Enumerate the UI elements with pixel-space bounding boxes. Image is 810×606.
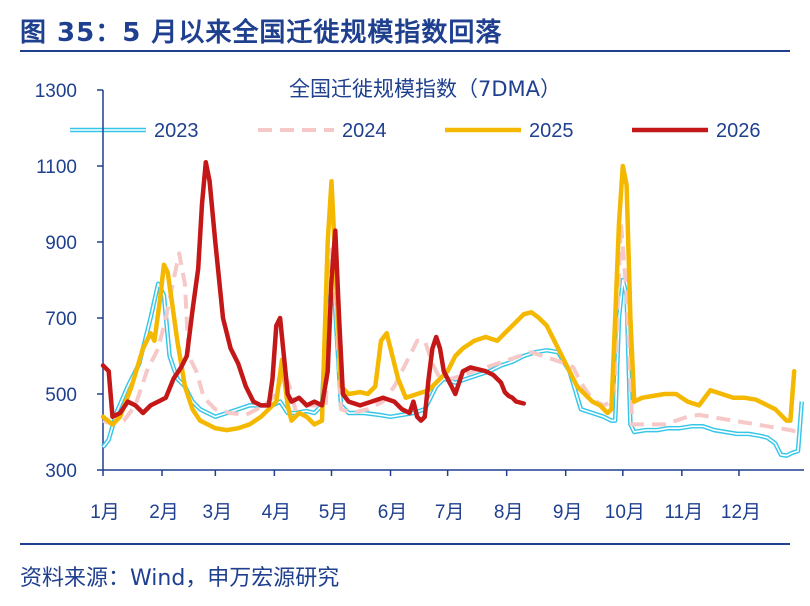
x-tick-label: 10月 — [605, 502, 645, 523]
x-tick-label: 11月 — [664, 502, 703, 523]
legend-label: 2024 — [342, 120, 387, 142]
y-tick-label: 300 — [45, 461, 77, 482]
legend-item-2026: 2026 — [632, 120, 761, 142]
series-line — [102, 221, 799, 434]
x-tick-label: 7月 — [435, 502, 465, 523]
legend-label: 2023 — [154, 120, 199, 142]
series-line — [100, 163, 797, 433]
legend-label: 2025 — [529, 120, 574, 142]
migration-index-chart: 全国迁徙规模指数（7DMA） 2023 2024 2025 2026 300 500 70… — [35, 77, 805, 523]
legend: 2023 2024 2025 2026 — [70, 120, 761, 142]
title-rule — [20, 50, 790, 52]
x-tick-label: 3月 — [203, 502, 233, 523]
source-rule — [20, 543, 790, 545]
legend-item-2024: 2024 — [258, 120, 387, 142]
y-tick-label: 1300 — [35, 81, 77, 102]
x-tick-label: 8月 — [494, 502, 524, 523]
series-line — [100, 159, 527, 423]
x-tick-label: 5月 — [319, 502, 349, 523]
legend-label: 2026 — [716, 120, 761, 142]
series-2026 — [100, 159, 527, 423]
source-note: 资料来源：Wind，申万宏源研究 — [20, 566, 340, 591]
plot-area — [100, 159, 805, 458]
x-tick-label: 1月 — [90, 502, 120, 523]
y-tick-label: 1100 — [36, 157, 77, 178]
legend-item-2023: 2023 — [70, 120, 199, 142]
axes: 300 500 700 900 1100 1300 1月 2月 3月 4月 5月 6月 7月 8月 9月 10… — [35, 81, 804, 523]
legend-item-2025: 2025 — [445, 120, 574, 142]
x-tick-label: 2月 — [149, 502, 179, 523]
x-tick-label: 12月 — [721, 502, 761, 523]
figure-title: 图 35：5 月以来全国迁徙规模指数回落 — [20, 18, 503, 48]
y-tick-label: 900 — [45, 233, 77, 254]
x-tick-label: 4月 — [262, 502, 292, 523]
x-tick-label: 6月 — [378, 502, 408, 523]
series-2025 — [100, 163, 797, 433]
x-tick-label: 9月 — [553, 502, 583, 523]
y-tick-label: 700 — [45, 309, 77, 330]
series-2024 — [102, 221, 799, 434]
chart-title: 全国迁徙规模指数（7DMA） — [289, 77, 561, 101]
y-tick-label: 500 — [45, 385, 77, 406]
